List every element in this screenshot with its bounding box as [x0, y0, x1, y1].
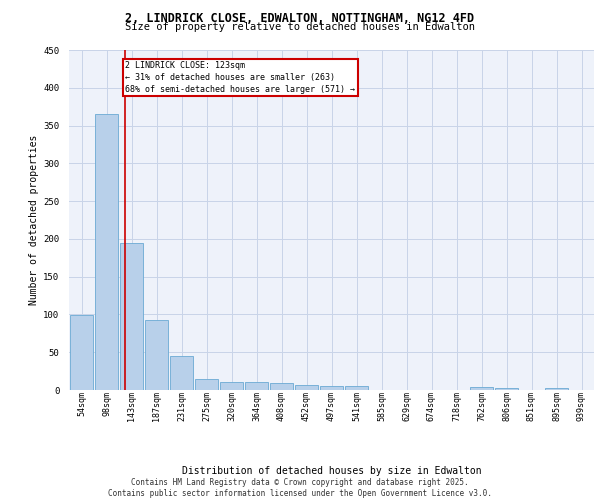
- Y-axis label: Number of detached properties: Number of detached properties: [29, 135, 39, 305]
- Bar: [245, 382, 268, 390]
- Bar: [320, 386, 343, 390]
- Text: 2, LINDRICK CLOSE, EDWALTON, NOTTINGHAM, NG12 4FD: 2, LINDRICK CLOSE, EDWALTON, NOTTINGHAM,…: [125, 12, 475, 26]
- Bar: [145, 320, 168, 390]
- Bar: [495, 388, 518, 390]
- Bar: [470, 387, 493, 390]
- Text: Contains HM Land Registry data © Crown copyright and database right 2025.
Contai: Contains HM Land Registry data © Crown c…: [108, 478, 492, 498]
- Bar: [120, 242, 143, 390]
- Text: 2 LINDRICK CLOSE: 123sqm
← 31% of detached houses are smaller (263)
68% of semi-: 2 LINDRICK CLOSE: 123sqm ← 31% of detach…: [125, 62, 355, 94]
- Bar: [345, 386, 368, 390]
- Bar: [195, 380, 218, 390]
- Bar: [270, 383, 293, 390]
- Bar: [545, 388, 568, 390]
- Bar: [220, 382, 243, 390]
- Bar: [70, 315, 93, 390]
- Bar: [95, 114, 118, 390]
- Bar: [170, 356, 193, 390]
- X-axis label: Distribution of detached houses by size in Edwalton: Distribution of detached houses by size …: [182, 466, 481, 476]
- Text: Size of property relative to detached houses in Edwalton: Size of property relative to detached ho…: [125, 22, 475, 32]
- Bar: [295, 386, 318, 390]
